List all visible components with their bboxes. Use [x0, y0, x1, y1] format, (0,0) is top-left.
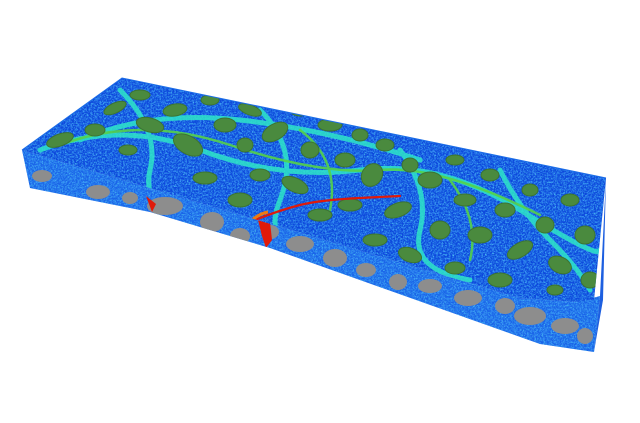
- front-inclusions: [32, 170, 593, 344]
- slab-end-face: [594, 178, 606, 352]
- crack-path: [253, 194, 402, 222]
- inclusion-particles: [46, 89, 600, 296]
